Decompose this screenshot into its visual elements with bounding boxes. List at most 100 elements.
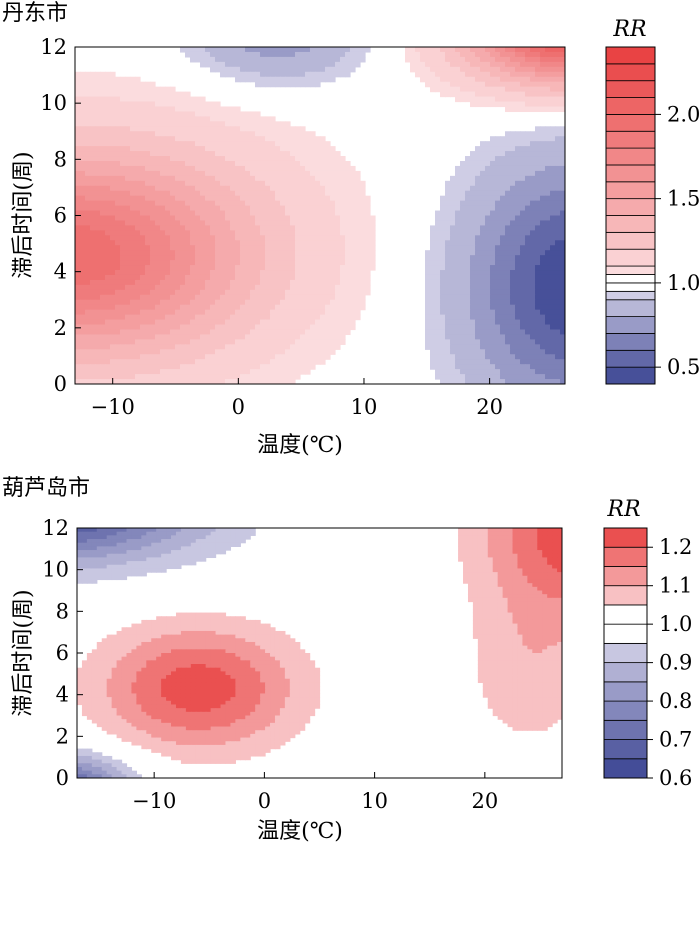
contour-cell [310,156,316,162]
contour-cell [280,240,286,246]
contour-cell [500,96,506,103]
contour-cell [260,210,266,217]
contour-cell [145,260,151,266]
contour-cell [450,240,456,246]
contour-cell [115,339,121,345]
contour-cell [85,106,91,113]
contour-cell [235,299,241,306]
contour-cell [350,220,356,227]
contour-cell [365,47,371,53]
contour-cell [130,339,136,345]
contour-cell [255,71,261,78]
contour-cell [175,96,181,103]
contour-cell [500,205,506,212]
contour-cell [510,76,516,83]
contour-cell [110,101,116,108]
contour-cell [510,334,516,340]
contour-cell [260,235,266,241]
contour-cell [310,81,316,88]
contour-cell [480,66,486,73]
contour-cell [265,304,271,311]
contour-cell [225,116,231,122]
contour-cell [245,334,251,340]
contour-cell [560,294,565,301]
contour-cell [115,195,121,202]
contour-cell [340,210,346,217]
contour-cell [155,165,161,172]
contour-cell [315,349,321,355]
contour-cell [215,160,221,167]
contour-cell [330,284,336,291]
contour-cell [445,61,451,68]
contour-cell [320,190,326,197]
contour-cell [315,175,321,182]
contour-cell [135,329,141,336]
contour-cell [260,240,266,246]
contour-cell [370,265,376,271]
contour-cell [545,220,551,227]
contour-cell [185,126,191,132]
contour-cell [225,349,231,355]
contour-cell [450,205,456,212]
contour-cell [185,349,191,355]
contour-cell [480,141,486,147]
contour-cell [330,210,336,217]
contour-cell [290,230,296,236]
contour-cell [480,364,486,370]
contour-cell [190,364,196,370]
contour-cell [150,180,156,187]
contour-cell [125,96,131,103]
contour-cell [540,354,546,360]
contour-cell [545,200,551,207]
contour-cell [145,235,151,241]
contour-cell [450,200,456,207]
contour-cell [270,270,276,276]
contour-cell [490,71,496,78]
contour-cell [330,76,336,83]
contour-cell [170,111,176,117]
contour-cell [300,274,306,281]
contour-cell [130,220,136,227]
contour-cell [180,215,186,222]
contour-cell [220,170,226,177]
contour-cell [340,255,346,261]
contour-cell [510,141,516,147]
contour-cell [510,314,516,321]
contour-cell [470,319,476,326]
contour-cell [535,185,541,192]
contour-cell [535,96,541,103]
contour-cell [220,160,226,167]
contour-cell [125,374,131,380]
contour-cell [480,245,486,251]
contour-cell [470,274,476,281]
contour-cell [495,215,501,222]
contour-cell [130,255,136,261]
contour-cell [230,230,236,236]
contour-cell [155,294,161,301]
contour-cell [240,170,246,177]
contour-cell [205,215,211,222]
contour-cell [280,270,286,276]
contour-cell [290,210,296,217]
contour-cell [415,61,421,68]
contour-cell [520,210,526,217]
contour-cell [540,225,546,231]
contour-cell [190,369,196,375]
contour-cell [515,195,521,202]
contour-cell [480,274,486,281]
contour-cell [120,374,126,380]
contour-cell [180,116,186,122]
contour-cell [200,245,206,251]
contour-cell [150,185,156,192]
contour-cell [490,245,496,251]
contour-cell [305,200,311,207]
contour-cell [470,205,476,212]
contour-cell [435,369,441,375]
contour-cell [310,66,316,73]
contour-cell [130,294,136,301]
contour-cell [115,141,121,147]
contour-cell [175,215,181,222]
contour-cell [460,47,466,53]
contour-cell [480,265,486,271]
contour-cell [235,339,241,345]
